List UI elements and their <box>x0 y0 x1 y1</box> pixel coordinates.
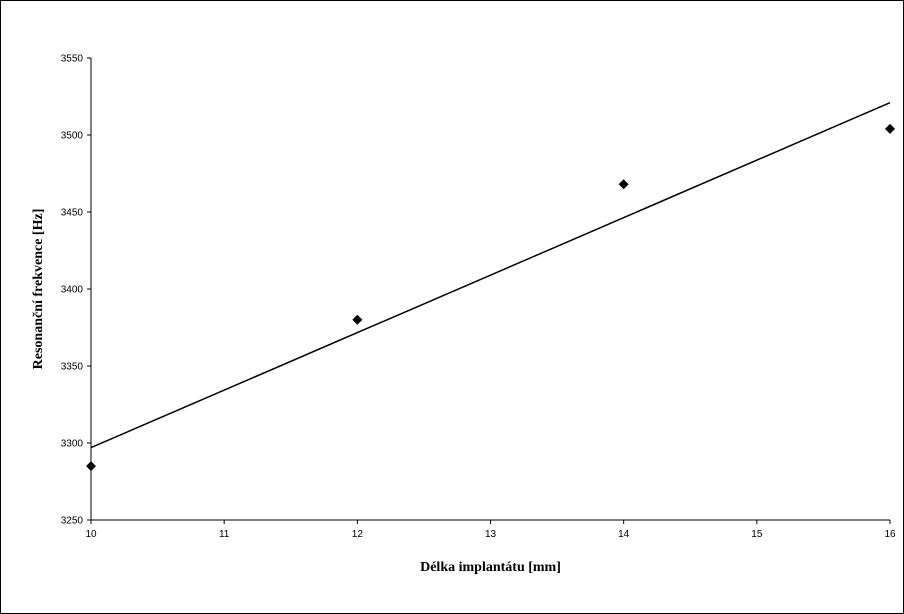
x-axis-title: Délka implantátu [mm] <box>420 560 561 575</box>
x-tick-label: 14 <box>618 529 630 540</box>
data-points-layer <box>86 123 895 472</box>
y-tick-label: 3550 <box>61 54 84 65</box>
x-tick-label: 10 <box>85 529 97 540</box>
data-point-diamond <box>352 314 363 325</box>
x-tick-label: 16 <box>884 529 896 540</box>
y-tick-label: 3350 <box>61 362 84 373</box>
y-ticks: 3250 3300 3350 3400 3450 3500 3550 <box>61 54 91 527</box>
data-point-diamond <box>86 461 96 472</box>
x-tick-label: 13 <box>485 529 497 540</box>
trendline-layer <box>90 101 891 449</box>
axes <box>90 58 890 521</box>
y-tick-label: 3400 <box>61 285 84 296</box>
x-tick-label: 12 <box>352 529 364 540</box>
y-tick-label: 3300 <box>61 439 84 450</box>
x-ticks: 10 11 12 13 14 15 16 <box>85 520 896 540</box>
trendline <box>90 101 891 449</box>
data-point-diamond <box>885 123 895 134</box>
data-point-diamond <box>618 179 629 190</box>
y-axis-title: Resonanční frekvence [Hz] <box>31 209 46 370</box>
y-tick-label: 3500 <box>61 131 84 142</box>
x-tick-label: 15 <box>751 529 763 540</box>
x-tick-label: 11 <box>219 529 230 540</box>
y-tick-label: 3250 <box>61 516 84 527</box>
y-tick-label: 3450 <box>61 208 84 219</box>
